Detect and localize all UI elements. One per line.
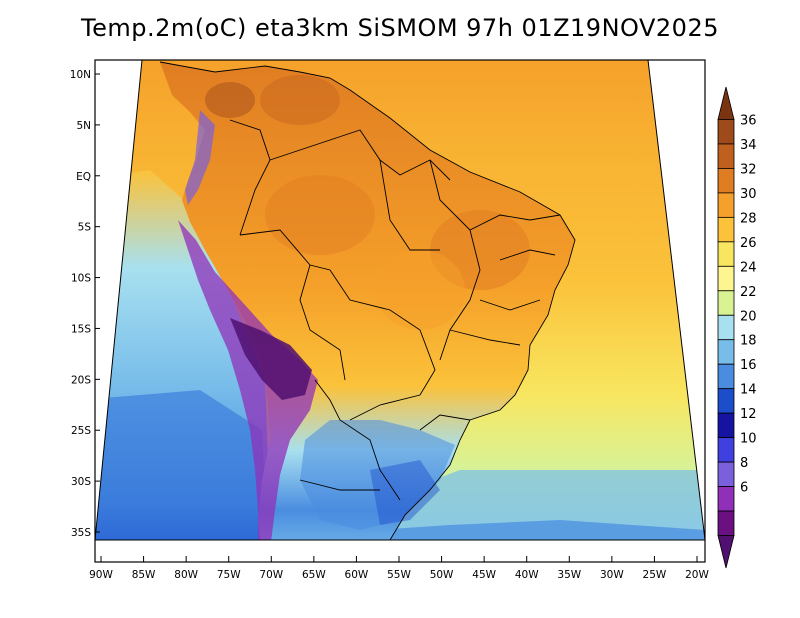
lat-tick-label: 10S [71, 273, 91, 285]
colorbar-segment [717, 412, 735, 439]
colorbar-segment [717, 486, 735, 512]
lon-tick-label: 70W [259, 569, 283, 581]
colorbar-segment [717, 437, 735, 463]
lon-tick-label: 25W [643, 569, 667, 581]
latitude-axis: 10N 5N EQ 5S 10S 15S 20S 25S 30S 35S [70, 69, 100, 539]
colorbar-segment [717, 119, 735, 145]
lon-tick-label: 50W [430, 569, 454, 581]
colorbar-label: 24 [740, 260, 757, 275]
temperature-field [95, 60, 705, 540]
colorbar-segment [717, 290, 735, 316]
lon-tick-label: 55W [387, 569, 411, 581]
colorbar-segment [717, 363, 735, 390]
colorbar-segment [717, 216, 735, 243]
lat-tick-label: 5S [78, 222, 92, 234]
colorbar-segment [717, 339, 735, 365]
colorbar-label: 6 [740, 481, 748, 496]
longitude-axis: 90W 85W 80W 75W 70W 65W 60W 55W 50W 45W 40W 35W 30W 2… [89, 556, 709, 581]
colorbar-label: 28 [740, 211, 757, 226]
colorbar-label: 18 [740, 334, 757, 349]
lon-tick-label: 20W [685, 569, 709, 581]
lon-tick-label: 40W [515, 569, 539, 581]
andes-cold-belt [178, 220, 318, 540]
lon-tick-label: 90W [89, 569, 113, 581]
colorbar-segment [717, 314, 735, 341]
colorbar-label: 14 [740, 383, 757, 398]
map-title: Temp.2m(oC) eta3km SiSMOM 97h 01Z19NOV20… [81, 14, 719, 42]
lon-tick-label: 75W [217, 569, 241, 581]
map-frame [94, 59, 706, 563]
colorbar-label: 20 [740, 309, 757, 324]
south-america-landmass [160, 62, 575, 540]
lat-tick-label: EQ [76, 171, 91, 183]
lat-tick-label: 10N [70, 69, 91, 81]
colorbar-segment [717, 461, 735, 487]
lat-tick-label: 35S [71, 527, 91, 539]
colorbar-label: 22 [740, 285, 757, 300]
colorbar-segment [717, 143, 735, 169]
lat-tick-label: 25S [71, 425, 91, 437]
colorbar-label: 36 [740, 113, 757, 128]
lat-tick-label: 5N [76, 120, 91, 132]
colorbar-label: 34 [740, 138, 757, 153]
colorbar-segment [717, 192, 735, 218]
lon-tick-label: 80W [174, 569, 198, 581]
lon-tick-label: 45W [472, 569, 496, 581]
colorbar-label: 8 [740, 456, 748, 471]
lat-tick-label: 20S [71, 374, 91, 386]
colorbar-bottom-arrow [717, 535, 735, 569]
colorbar-label: 26 [740, 236, 757, 251]
lon-tick-label: 65W [302, 569, 326, 581]
lon-tick-label: 35W [557, 569, 581, 581]
colorbar-top-arrow [717, 86, 735, 120]
colorbar-label: 32 [740, 162, 757, 177]
lon-tick-label: 85W [132, 569, 156, 581]
colorbar-segment [717, 168, 735, 194]
lat-tick-label: 15S [71, 323, 91, 335]
colorbar-segment [717, 388, 735, 414]
lon-tick-label: 30W [600, 569, 624, 581]
colorbar-segment [717, 241, 735, 267]
lon-tick-label: 60W [345, 569, 369, 581]
colorbar-segment [717, 510, 735, 536]
colorbar-label: 30 [740, 187, 757, 202]
colorbar-label: 12 [740, 407, 757, 422]
colorbar-label: 16 [740, 358, 757, 373]
country-borders [159, 61, 576, 540]
colorbar-segment [717, 265, 735, 292]
colorbar-label: 10 [740, 432, 757, 447]
colorbar: 36 34 32 30 28 26 24 22 20 18 16 14 12 10 8 6 [717, 86, 757, 569]
lat-tick-label: 30S [71, 476, 91, 488]
